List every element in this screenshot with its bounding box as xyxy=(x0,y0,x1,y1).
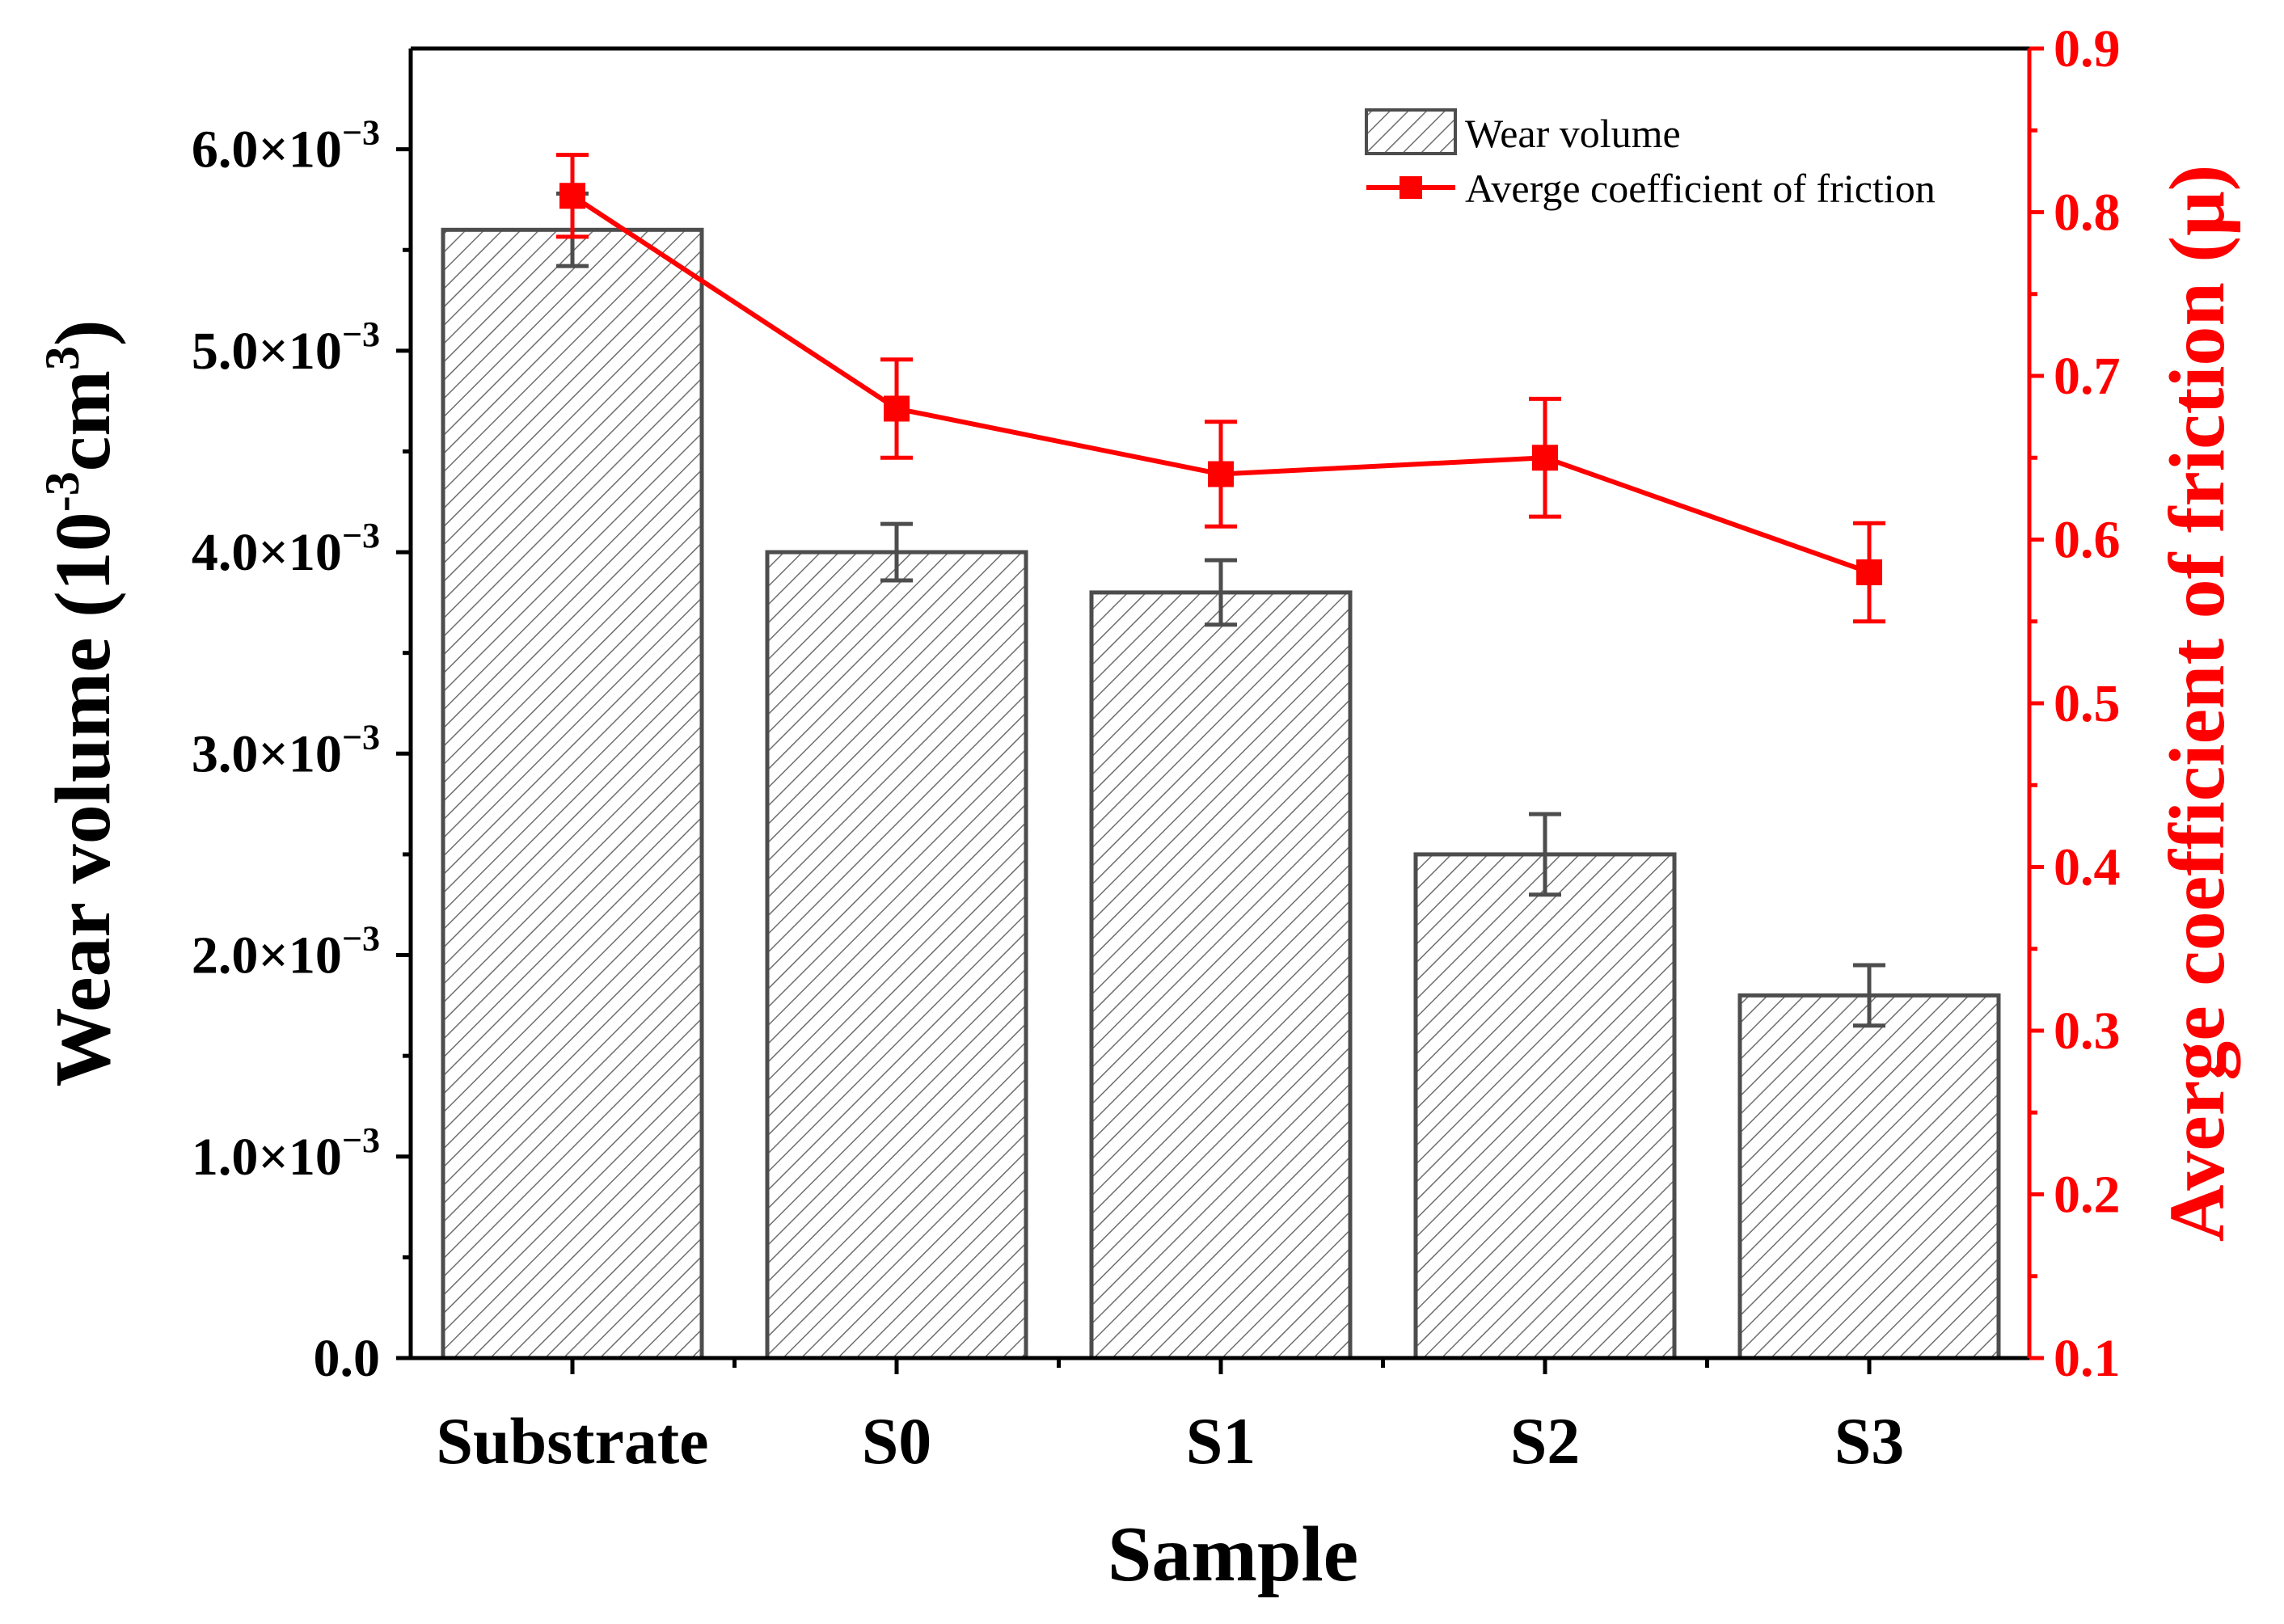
wear-volume-bar xyxy=(765,550,1028,1360)
wear-volume-bar xyxy=(1737,993,2001,1360)
bars-layer xyxy=(441,191,2001,1360)
left-tick-label: 4.0×10−3 xyxy=(192,516,380,582)
y2-axis-title: Averge coefficient of friction (μ) xyxy=(2154,165,2241,1242)
right-tick-label: 0.8 xyxy=(2054,183,2121,243)
left-tick-label: 1.0×10−3 xyxy=(192,1120,380,1187)
left-tick-label: 2.0×10−3 xyxy=(192,919,380,985)
left-tick-label: 5.0×10−3 xyxy=(192,314,380,381)
right-tick-label: 0.6 xyxy=(2054,511,2121,570)
wear-volume-bar xyxy=(1089,590,1353,1360)
y-axis-title: Wear volume (10-3cm3) xyxy=(36,319,127,1086)
category-label: S3 xyxy=(1834,1404,1905,1478)
right-tick-label: 0.5 xyxy=(2054,674,2121,733)
left-tick-label: 6.0×10−3 xyxy=(192,113,380,179)
friction-marker xyxy=(884,395,910,422)
category-axis-ticks: Substrate S0 S1 S2 S3 xyxy=(436,1358,1904,1478)
friction-marker xyxy=(1208,461,1234,487)
right-tick-label: 0.4 xyxy=(2054,838,2121,897)
left-tick-label: 0.0 xyxy=(314,1329,381,1388)
category-label: S2 xyxy=(1510,1404,1581,1478)
friction-marker xyxy=(1532,445,1558,471)
right-tick-label: 0.1 xyxy=(2054,1329,2121,1388)
legend-label-wear-volume: Wear volume xyxy=(1465,111,1681,156)
category-label: Substrate xyxy=(436,1404,708,1478)
right-tick-label: 0.2 xyxy=(2054,1166,2121,1225)
wear-volume-bar xyxy=(1413,852,1677,1360)
right-tick-label: 0.3 xyxy=(2054,1002,2121,1061)
category-label: S1 xyxy=(1186,1404,1256,1478)
friction-series xyxy=(556,153,1885,624)
legend-swatch-friction-marker xyxy=(1400,176,1422,199)
right-tick-label: 0.7 xyxy=(2054,347,2121,406)
wear-volume-bar xyxy=(441,227,704,1360)
left-axis-ticks: 0.0 1.0×10−3 2.0×10−3 3.0×10−3 4.0×10−3 5.0×1… xyxy=(192,113,411,1388)
friction-marker xyxy=(559,183,585,209)
legend: Wear volume Averge coefficient of fricti… xyxy=(1365,108,1936,211)
legend-swatch-wear-volume xyxy=(1365,108,1457,155)
right-tick-label: 0.9 xyxy=(2054,19,2121,78)
category-label: S0 xyxy=(862,1404,932,1478)
legend-label-friction: Averge coefficient of friction xyxy=(1465,166,1936,211)
friction-marker xyxy=(1856,559,1882,585)
left-tick-label: 3.0×10−3 xyxy=(192,717,380,783)
x-axis-title: Sample xyxy=(1108,1511,1358,1598)
right-axis-ticks: 0.1 0.2 0.3 0.4 0.5 0.6 0.7 0.8 0.9 xyxy=(2029,19,2121,1388)
